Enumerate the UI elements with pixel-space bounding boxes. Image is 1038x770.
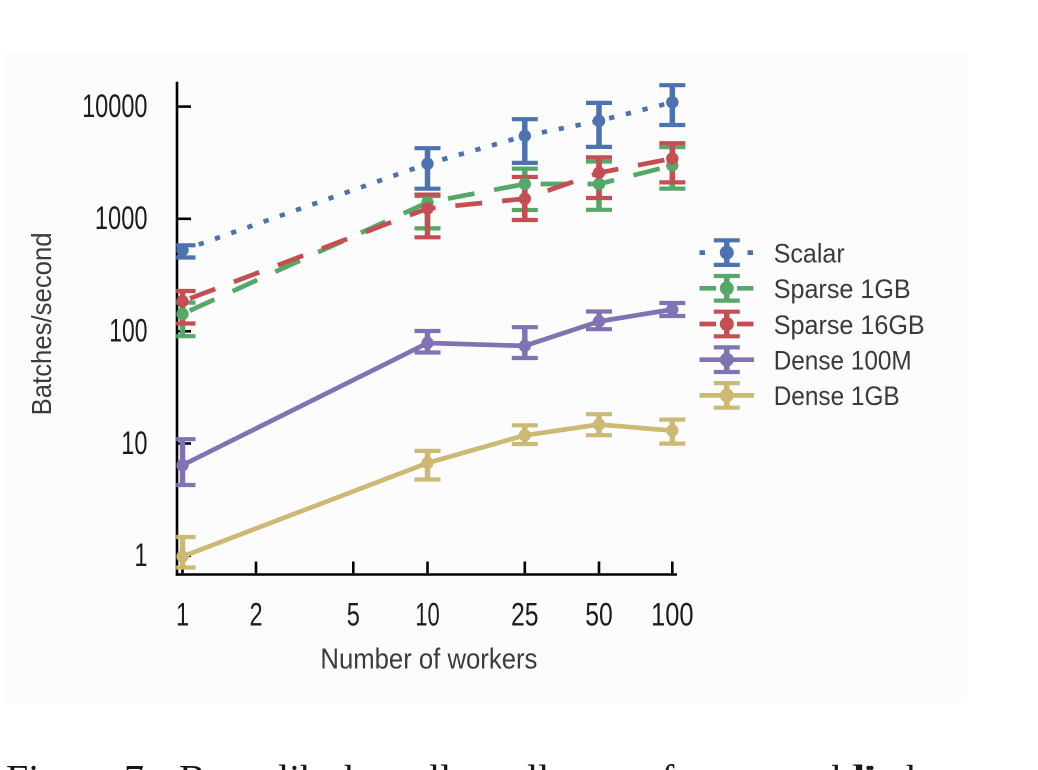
svg-text:5: 5 [347,596,360,632]
svg-text:2: 2 [249,596,262,632]
svg-text:th: th [333,756,364,770]
svg-text:10000: 10000 [82,88,147,124]
svg-text:25: 25 [511,596,539,632]
svg-text:Sparse 16GB: Sparse 16GB [774,310,925,340]
svg-text:1000: 1000 [95,200,148,236]
svg-text:100: 100 [109,313,147,349]
svg-text:li: li [278,756,300,770]
svg-text:ll: ll [527,756,549,770]
svg-text:50: 50 [585,596,613,632]
svg-text:f: f [661,756,675,770]
svg-text:10: 10 [121,425,147,461]
svg-text:Number of workers: Number of workers [320,643,537,675]
svg-text:Figure: Figure [6,756,110,770]
svg-text:1: 1 [176,596,189,632]
svg-text:h: h [300,756,320,770]
svg-text:ll: ll [429,756,451,770]
svg-text:Sparse 1GB: Sparse 1GB [774,274,911,304]
svg-text:10: 10 [415,596,440,632]
svg-text:th: th [895,756,926,770]
svg-text:Batches/second: Batches/second [26,232,57,415]
svg-text:Dense 100M: Dense 100M [774,346,912,376]
svg-text:Base: Base [179,756,257,770]
svg-text:bli: bli [832,756,874,770]
svg-text:100: 100 [651,596,694,632]
svg-text:li: li [855,756,877,770]
svg-text:7:: 7: [124,756,155,770]
svg-text:Scalar: Scalar [774,238,845,268]
svg-text:1: 1 [134,537,147,573]
svg-text:Dense 1GB: Dense 1GB [774,381,900,411]
